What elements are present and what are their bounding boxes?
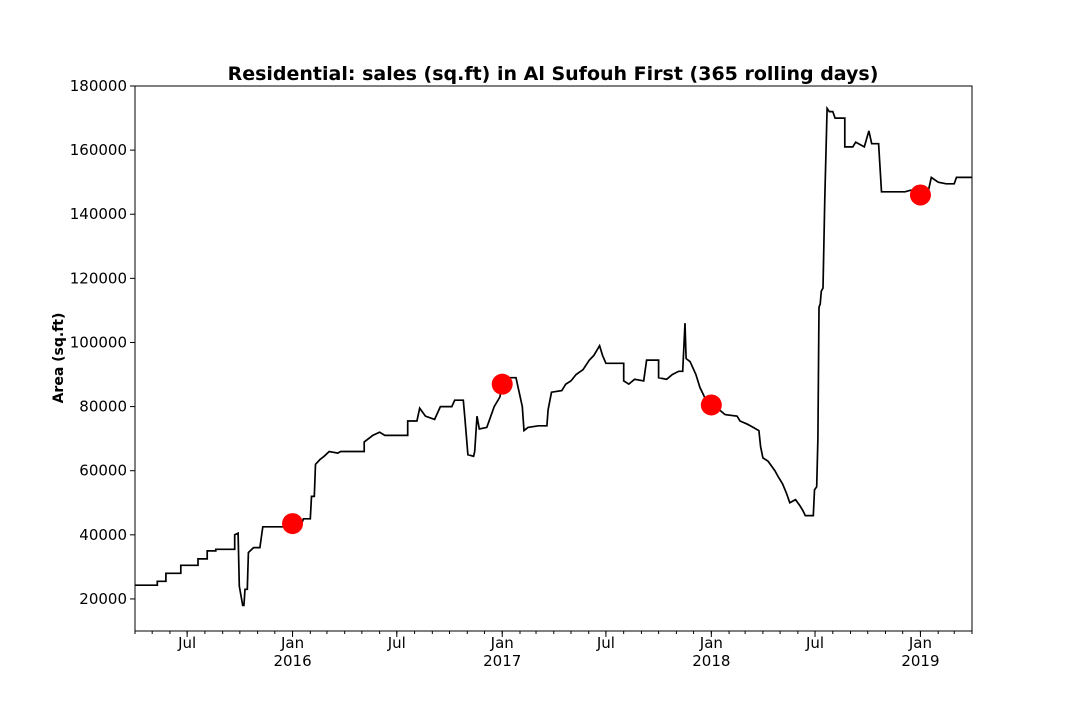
chart-title: Residential: sales (sq.ft) in Al Sufouh … [228,63,879,85]
data-point-marker [909,184,931,206]
x-tick-label: Jan [908,634,932,652]
x-tick-label: Jul [805,634,824,652]
x-tick-label: 2016 [273,652,311,670]
x-tick-label: Jul [177,634,196,652]
x-tick-label: 2019 [901,652,939,670]
marker-layer [282,184,931,535]
y-axis-label: Area (sq.ft) [51,313,67,404]
y-tick-label: 80000 [79,398,127,416]
data-point-marker [491,373,513,395]
x-tick-label: 2018 [692,652,730,670]
y-tick-label: 40000 [79,526,127,544]
y-tick-label: 120000 [70,269,127,287]
y-tick-label: 20000 [79,590,127,608]
x-tick-label: Jul [596,634,615,652]
y-tick-label: 140000 [70,205,127,223]
x-tick-label: Jan [699,634,723,652]
y-tick-label: 60000 [79,462,127,480]
x-tick-label: Jan [490,634,514,652]
x-tick-label: 2017 [483,652,521,670]
x-tick-label: Jul [387,634,406,652]
y-axis: 20000 40000 60000 80000 100000 120000 140000 16… [70,77,135,608]
plot-area: 20000 40000 60000 80000 100000 120000 140000 16… [70,77,973,670]
data-point-marker [700,394,722,416]
data-point-marker [282,513,304,535]
y-tick-label: 180000 [70,77,127,95]
y-tick-label: 160000 [70,141,127,159]
y-tick-label: 100000 [70,333,127,351]
x-tick-label: Jan [280,634,304,652]
